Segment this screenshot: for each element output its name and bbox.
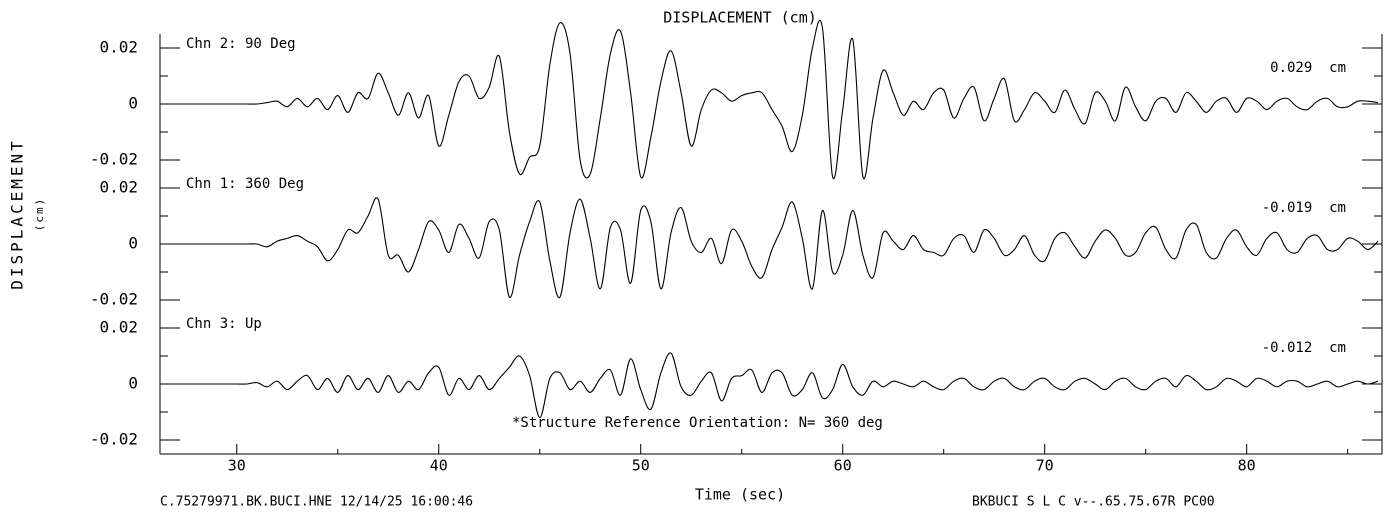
peak-label: -0.019 cm xyxy=(1262,200,1346,216)
channel-label: Chn 3: Up xyxy=(186,316,262,332)
x-tick-label: 50 xyxy=(632,457,650,475)
x-axis-label: Time (sec) xyxy=(695,486,785,504)
y-tick-label: -0.02 xyxy=(90,430,138,449)
peak-label: -0.012 cm xyxy=(1262,340,1346,356)
footer-left: C.75279971.BK.BUCI.HNE 12/14/25 16:00:46 xyxy=(160,495,473,510)
trace xyxy=(166,19,1379,180)
x-tick-label: 40 xyxy=(430,457,448,475)
y-tick-label: 0.02 xyxy=(99,318,138,337)
chart-title: DISPLACEMENT (cm) xyxy=(663,9,817,27)
channel-label: Chn 1: 360 Deg xyxy=(186,176,304,192)
y-tick-label: 0.02 xyxy=(99,178,138,197)
x-tick-label: 80 xyxy=(1238,457,1256,475)
peak-label: 0.029 cm xyxy=(1270,60,1346,76)
x-tick-label: 30 xyxy=(228,457,246,475)
trace xyxy=(166,352,1379,419)
x-tick-label: 60 xyxy=(834,457,852,475)
channel-label: Chn 2: 90 Deg xyxy=(186,36,296,52)
y-tick-label: 0 xyxy=(128,94,138,113)
y-tick-label: 0 xyxy=(128,374,138,393)
y-tick-label: 0.02 xyxy=(99,38,138,57)
y-tick-label: 0 xyxy=(128,234,138,253)
trace xyxy=(166,197,1379,299)
annotation: *Structure Reference Orientation: N= 360… xyxy=(512,415,883,431)
footer-right: BKBUCI S L C v--.65.75.67R PC00 xyxy=(972,495,1215,510)
y-tick-label: -0.02 xyxy=(90,150,138,169)
y-axis-label: DISPLACEMENT xyxy=(8,138,27,290)
y-tick-label: -0.02 xyxy=(90,290,138,309)
y-axis-unit: (cm) xyxy=(33,197,46,232)
x-tick-label: 70 xyxy=(1036,457,1054,475)
